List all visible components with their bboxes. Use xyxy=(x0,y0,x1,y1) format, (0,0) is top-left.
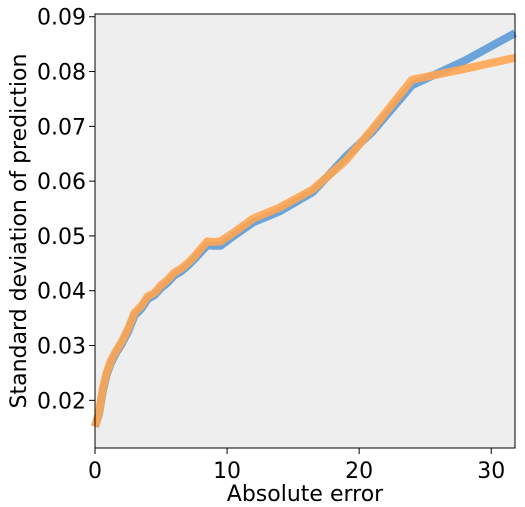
y-tick-label: 0.07 xyxy=(37,115,86,140)
series-line-2 xyxy=(91,53,516,428)
y-axis-label: Standard deviation of prediction xyxy=(7,54,32,409)
x-axis: 0 10 20 30 xyxy=(88,448,505,484)
y-tick-label: 0.09 xyxy=(37,6,86,31)
x-tick-label: 30 xyxy=(477,459,505,484)
y-tick-label: 0.05 xyxy=(37,225,86,250)
x-tick-label: 0 xyxy=(88,459,102,484)
y-tick-label: 0.08 xyxy=(37,61,86,86)
x-tick-label: 10 xyxy=(213,459,241,484)
y-tick-label: 0.04 xyxy=(37,280,86,305)
x-axis-label: Absolute error xyxy=(227,482,384,507)
y-axis: 0.02 0.03 0.04 0.05 0.06 0.07 0.08 0.09 xyxy=(37,6,95,414)
x-tick-label: 20 xyxy=(345,459,373,484)
y-tick-label: 0.06 xyxy=(37,170,86,195)
y-tick-label: 0.03 xyxy=(37,335,86,360)
series-layer xyxy=(91,29,517,428)
y-tick-label: 0.02 xyxy=(37,389,86,414)
plot-frame xyxy=(94,13,516,449)
plot-area xyxy=(95,14,515,448)
